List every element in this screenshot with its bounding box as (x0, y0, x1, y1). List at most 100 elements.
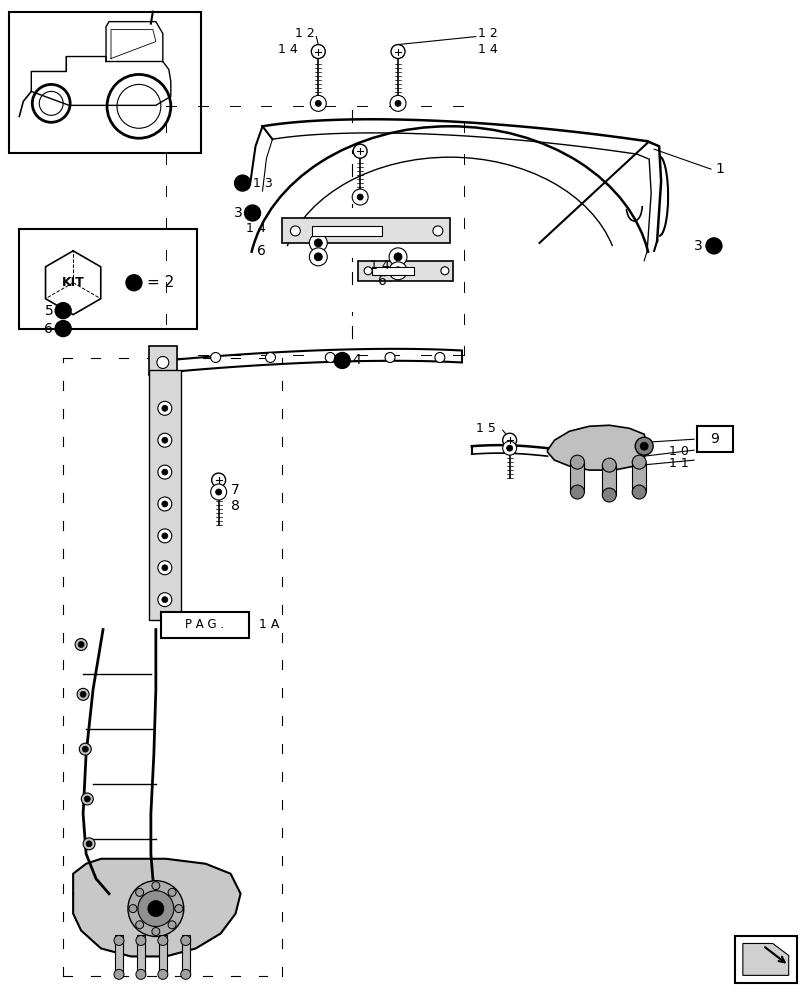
Circle shape (181, 969, 191, 979)
Circle shape (325, 353, 335, 362)
Circle shape (161, 469, 168, 475)
Circle shape (315, 100, 321, 106)
Text: 1 4: 1 4 (245, 222, 265, 235)
Text: P A G .: P A G . (185, 618, 224, 631)
Circle shape (311, 45, 325, 59)
Circle shape (334, 353, 350, 368)
Circle shape (152, 882, 160, 890)
Circle shape (174, 905, 182, 913)
Circle shape (310, 95, 326, 111)
Text: 1 5: 1 5 (475, 422, 495, 435)
Circle shape (75, 639, 87, 650)
Text: 1 4: 1 4 (278, 43, 298, 56)
Text: 4: 4 (352, 353, 361, 367)
Circle shape (634, 437, 652, 455)
Circle shape (148, 901, 164, 917)
Text: 1 0: 1 0 (668, 445, 688, 458)
Text: 6: 6 (256, 244, 265, 258)
Text: 1 2: 1 2 (295, 27, 315, 40)
Circle shape (632, 485, 646, 499)
Circle shape (363, 267, 371, 275)
Circle shape (81, 793, 93, 805)
Circle shape (161, 501, 168, 507)
Text: 1 4: 1 4 (370, 259, 389, 272)
Circle shape (157, 356, 169, 368)
Circle shape (290, 226, 300, 236)
Circle shape (55, 303, 71, 319)
Circle shape (83, 838, 95, 850)
Circle shape (114, 936, 124, 945)
Circle shape (352, 189, 367, 205)
Text: 1: 1 (714, 162, 723, 176)
Bar (312, 226, 382, 236)
Circle shape (157, 936, 168, 945)
Bar (148, 346, 177, 375)
Circle shape (393, 267, 401, 275)
Circle shape (128, 881, 183, 937)
Polygon shape (73, 859, 240, 956)
Text: 1 A: 1 A (258, 618, 278, 631)
Circle shape (502, 441, 516, 455)
Circle shape (570, 455, 584, 469)
Circle shape (152, 928, 160, 936)
Circle shape (157, 401, 172, 415)
Bar (602, 465, 616, 495)
Circle shape (210, 353, 221, 362)
Circle shape (168, 921, 176, 929)
Circle shape (357, 194, 363, 200)
Circle shape (705, 238, 721, 254)
Circle shape (602, 458, 616, 472)
Circle shape (157, 561, 172, 575)
Bar (115, 935, 122, 976)
Bar (161, 612, 248, 638)
Circle shape (129, 905, 137, 913)
Circle shape (393, 253, 401, 261)
Text: 1 1: 1 1 (668, 457, 688, 470)
Bar (632, 462, 646, 492)
Circle shape (265, 353, 275, 362)
Circle shape (114, 969, 124, 979)
Circle shape (432, 226, 442, 236)
Bar (371, 267, 414, 275)
Circle shape (502, 433, 516, 447)
Circle shape (388, 262, 406, 280)
Bar (182, 935, 190, 976)
Circle shape (126, 275, 142, 291)
Circle shape (216, 489, 221, 495)
Circle shape (84, 796, 90, 802)
Circle shape (135, 936, 146, 945)
Circle shape (78, 642, 84, 647)
Circle shape (161, 405, 168, 411)
Text: 7: 7 (230, 483, 239, 497)
Circle shape (506, 445, 512, 451)
Circle shape (394, 100, 401, 106)
Text: 1 4: 1 4 (477, 43, 497, 56)
Circle shape (168, 888, 176, 896)
Text: 1 2: 1 2 (477, 27, 497, 40)
Circle shape (388, 248, 406, 266)
Circle shape (353, 144, 367, 158)
Bar (19, 229, 196, 329)
Circle shape (157, 593, 172, 607)
Circle shape (440, 267, 448, 275)
Circle shape (161, 597, 168, 603)
Circle shape (79, 743, 91, 755)
Bar (696, 426, 732, 452)
Circle shape (435, 353, 444, 362)
Text: 3: 3 (234, 206, 242, 220)
Circle shape (161, 437, 168, 443)
Circle shape (639, 442, 647, 450)
Bar (734, 936, 796, 983)
Circle shape (314, 239, 322, 247)
Bar (148, 370, 181, 620)
Circle shape (309, 234, 327, 252)
Circle shape (138, 891, 174, 927)
Bar (570, 462, 584, 492)
Circle shape (157, 969, 168, 979)
Circle shape (157, 433, 172, 447)
Circle shape (212, 473, 225, 487)
Circle shape (309, 248, 327, 266)
Bar (10, 12, 200, 153)
Text: 6: 6 (45, 322, 54, 336)
Text: 3: 3 (693, 239, 702, 253)
